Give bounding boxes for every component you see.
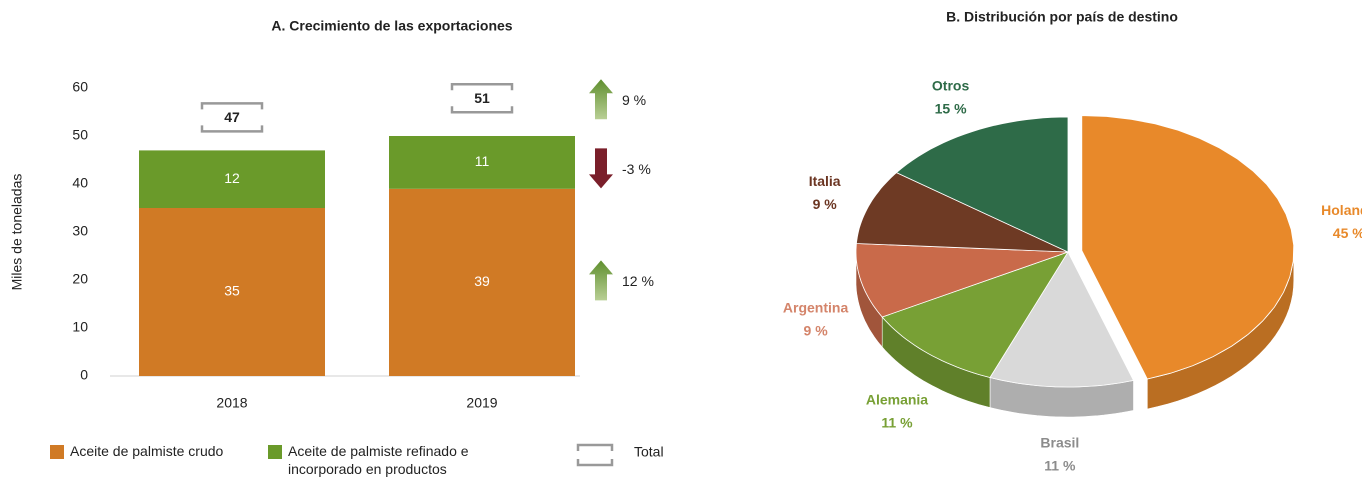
chart-title: B. Distribución por país de destino — [946, 9, 1178, 25]
legend-entry: Aceite de palmiste crudo — [70, 443, 224, 459]
change-arrow — [589, 148, 613, 189]
legend-label: Aceite de palmiste crudo — [70, 443, 224, 459]
total-label: 47 — [224, 109, 240, 125]
pie-value-label: 45 % — [1333, 225, 1362, 241]
change-arrow — [589, 79, 613, 120]
legend-total-icon — [576, 443, 614, 467]
bar-segment — [389, 188, 575, 376]
pie-value-label: 11 % — [1044, 457, 1076, 473]
change-label: 12 % — [622, 273, 654, 289]
bar-segment — [139, 208, 325, 376]
change-label: 9 % — [622, 92, 646, 108]
pie-slice — [855, 243, 1069, 318]
pie-label: Brasil — [1040, 434, 1079, 450]
pie-slice — [881, 251, 1069, 378]
total-label: 51 — [474, 90, 490, 106]
pie-label: Alemania — [866, 391, 928, 407]
data-label: 11 — [475, 153, 490, 169]
y-tick-label: 20 — [72, 271, 88, 287]
y-tick-label: 50 — [72, 127, 88, 143]
legend-label: Aceite de palmiste refinado e incorporad… — [288, 443, 469, 477]
chart-title: A. Crecimiento de las exportaciones — [271, 18, 512, 34]
pie-slice — [989, 251, 1135, 388]
change-label: -3 % — [622, 161, 651, 177]
pie-label: Otros — [932, 78, 970, 94]
y-tick-label: 40 — [72, 175, 88, 191]
x-tick-label: 2018 — [216, 395, 247, 411]
total-box — [450, 82, 514, 114]
pie-slice — [895, 116, 1069, 253]
legend-entry: Aceite de palmiste refinado e incorporad… — [288, 443, 469, 477]
y-tick-label: 10 — [72, 319, 88, 335]
legend-label: Total — [634, 444, 664, 460]
legend-swatch — [50, 445, 64, 459]
y-axis-label: Miles de toneladas — [9, 174, 25, 291]
pie-value-label: 15 % — [935, 101, 967, 117]
y-tick-label: 60 — [72, 79, 88, 95]
data-label: 35 — [224, 283, 240, 299]
data-label: 12 — [224, 170, 240, 186]
pie-value-label: 9 % — [804, 322, 829, 338]
pie-slice — [1081, 115, 1295, 380]
pie-label: Argentina — [783, 299, 849, 315]
bar-segment — [389, 136, 575, 189]
pie-value-label: 11 % — [881, 414, 913, 430]
pie-value-label: 9 % — [813, 196, 838, 212]
pie-slice — [855, 172, 1069, 253]
y-tick-label: 30 — [72, 223, 88, 239]
total-box — [200, 102, 264, 133]
pie-label: Italia — [809, 173, 841, 189]
change-arrow — [589, 260, 613, 301]
pie-label: Holanda — [1321, 202, 1362, 218]
y-tick-label: 0 — [80, 367, 88, 383]
bar-segment — [139, 150, 325, 208]
x-tick-label: 2019 — [466, 395, 497, 411]
legend-swatch — [268, 445, 282, 459]
data-label: 39 — [474, 273, 490, 289]
